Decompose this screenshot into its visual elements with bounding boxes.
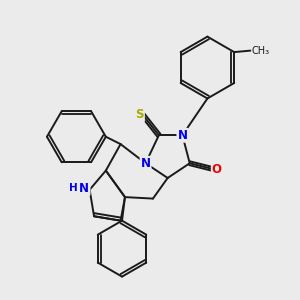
Text: H: H — [69, 183, 78, 193]
Text: S: S — [135, 108, 144, 121]
Text: O: O — [212, 163, 222, 176]
Text: N: N — [141, 157, 151, 170]
Text: CH₃: CH₃ — [252, 46, 270, 56]
Text: N: N — [79, 182, 89, 195]
Text: N: N — [177, 129, 188, 142]
Text: N: N — [79, 182, 89, 195]
